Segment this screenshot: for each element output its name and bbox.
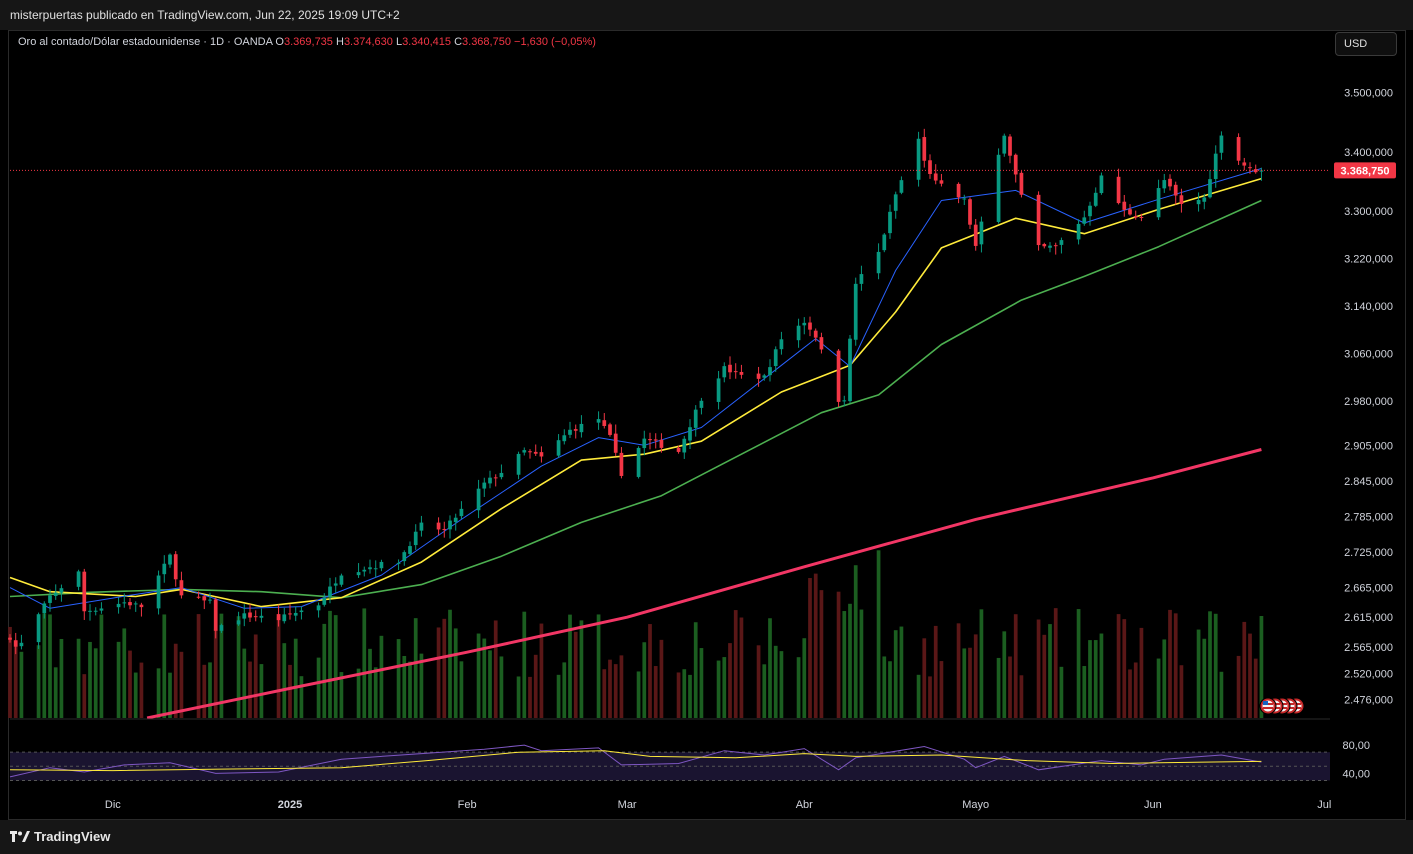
footer: TradingView xyxy=(0,820,1413,854)
low-value: 3.340,415 xyxy=(402,36,451,48)
tradingview-logo-icon xyxy=(10,830,30,842)
publish-info: misterpuertas publicado en TradingView.c… xyxy=(10,8,400,22)
close-label: C xyxy=(454,36,463,48)
chart-frame xyxy=(8,30,1406,820)
open-value: 3.369,735 xyxy=(283,36,333,48)
publish-header: misterpuertas publicado en TradingView.c… xyxy=(0,0,1413,30)
tradingview-logo[interactable]: TradingView xyxy=(10,829,110,844)
close-value: 3.368,750 xyxy=(462,36,511,48)
symbol-info-line: Oro al contado/Dólar estadounidense · 1D… xyxy=(18,36,596,48)
symbol-title: Oro al contado/Dólar estadounidense · 1D… xyxy=(18,36,273,48)
high-value: 3.374,630 xyxy=(343,36,393,48)
low-label: L xyxy=(395,36,403,48)
high-label: H xyxy=(335,36,344,48)
currency-button[interactable]: USD xyxy=(1335,32,1397,56)
tradingview-logo-text: TradingView xyxy=(34,829,111,844)
open-label: O xyxy=(275,36,284,48)
change-value: −1,630 (−0,05%) xyxy=(514,36,596,48)
